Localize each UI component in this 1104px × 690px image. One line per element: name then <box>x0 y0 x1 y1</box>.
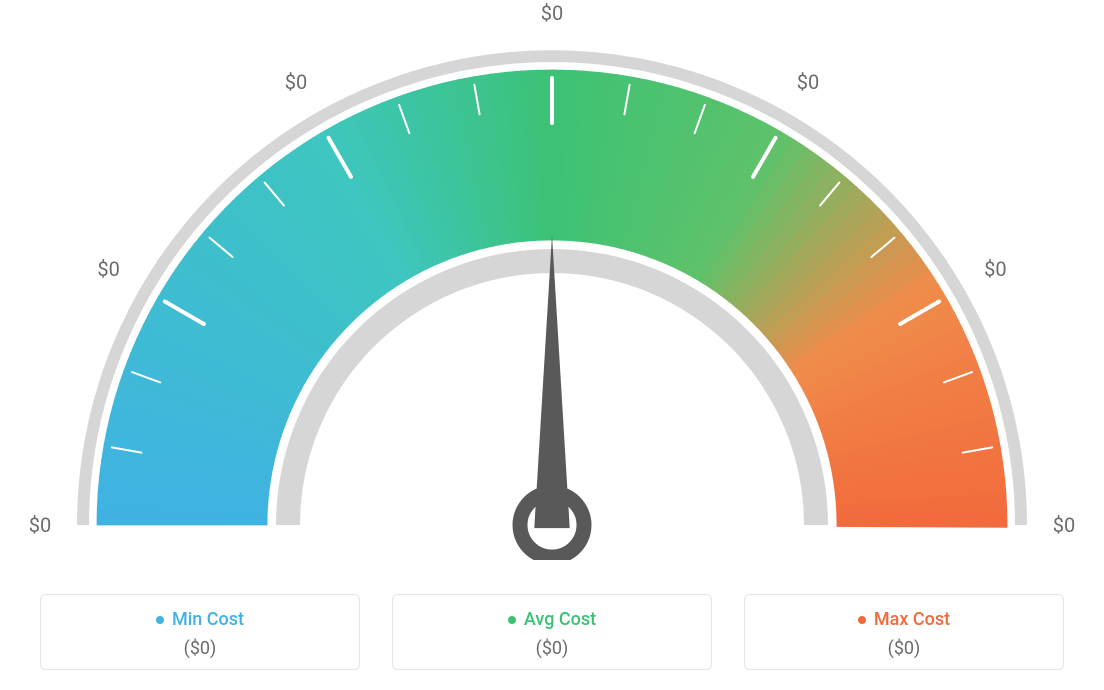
gauge-tick-label: $0 <box>984 257 1006 281</box>
gauge-container: $0 $0 $0 $0 $0 $0 $0 <box>0 0 1104 560</box>
legend-label-min: Min Cost <box>172 609 244 630</box>
gauge-svg <box>0 0 1104 560</box>
gauge-tick-label: $0 <box>29 513 51 537</box>
legend-value-max: ($0) <box>757 638 1051 659</box>
legend-title-max: Max Cost <box>858 609 950 630</box>
gauge-tick-label: $0 <box>797 70 819 94</box>
legend-title-avg: Avg Cost <box>508 609 596 630</box>
gauge-tick-label: $0 <box>541 1 563 25</box>
legend-label-avg: Avg Cost <box>524 609 596 630</box>
legend-dot-max <box>858 616 866 624</box>
legend-title-min: Min Cost <box>156 609 244 630</box>
legend-card-avg: Avg Cost ($0) <box>392 594 712 671</box>
legend-label-max: Max Cost <box>874 609 950 630</box>
legend-dot-min <box>156 616 164 624</box>
gauge-tick-label: $0 <box>285 70 307 94</box>
gauge-tick-label: $0 <box>1053 513 1075 537</box>
legend-card-min: Min Cost ($0) <box>40 594 360 671</box>
legend-value-min: ($0) <box>53 638 347 659</box>
gauge-tick-label: $0 <box>97 257 119 281</box>
legend-row: Min Cost ($0) Avg Cost ($0) Max Cost ($0… <box>40 594 1064 671</box>
legend-value-avg: ($0) <box>405 638 699 659</box>
legend-card-max: Max Cost ($0) <box>744 594 1064 671</box>
legend-dot-avg <box>508 616 516 624</box>
